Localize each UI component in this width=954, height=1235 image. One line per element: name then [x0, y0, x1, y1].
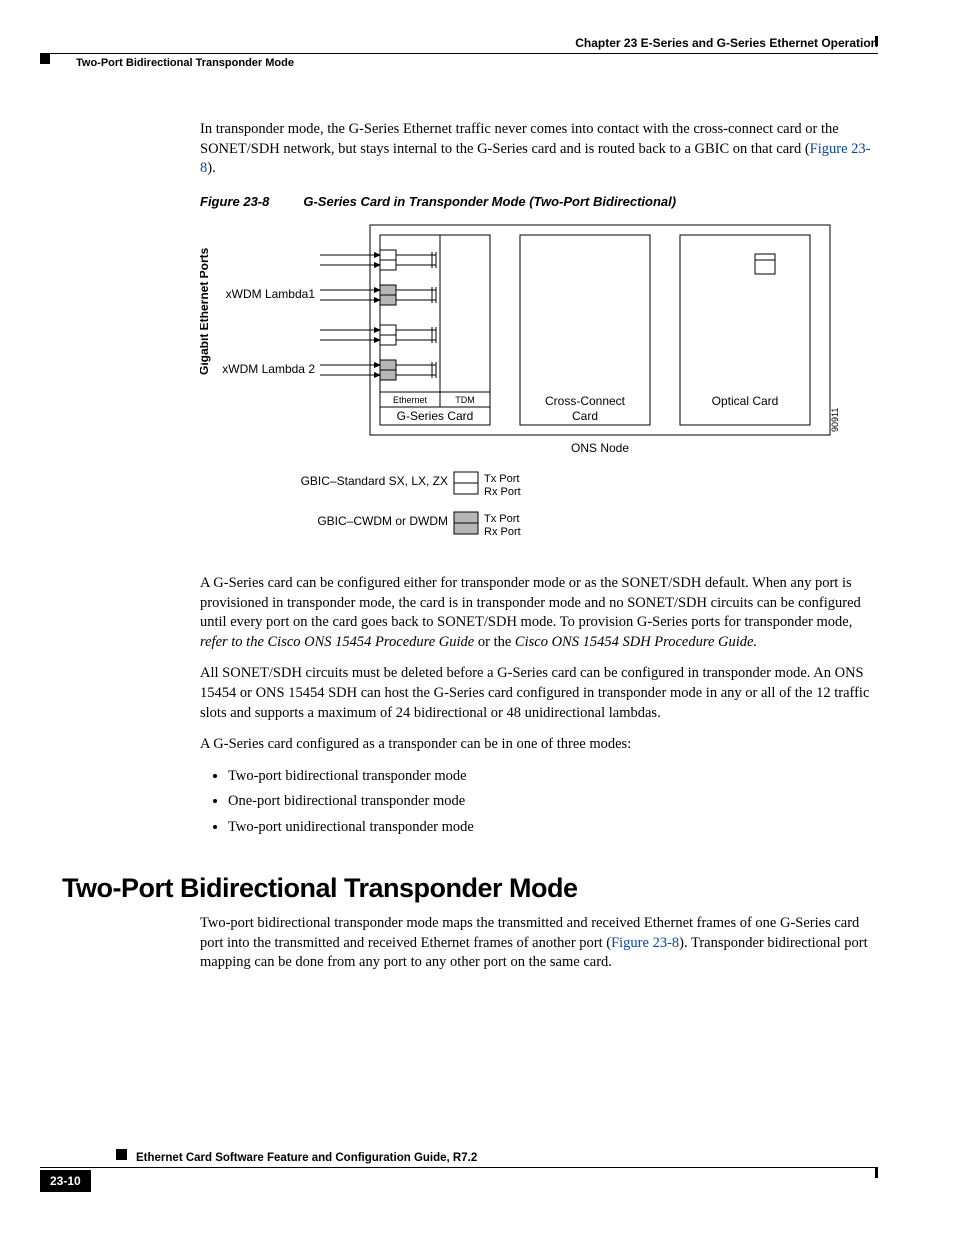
running-section-title: Two-Port Bidirectional Transponder Mode: [76, 56, 294, 71]
fig-legend1-tx: Tx Port: [484, 473, 519, 485]
chapter-title: Chapter 23 E-Series and G-Series Etherne…: [575, 35, 878, 51]
footer-tick: [875, 1168, 878, 1178]
figure-23-8: Ethernet TDM G-Series Card Cross-Connect…: [200, 220, 878, 550]
header-tick: [875, 36, 878, 46]
fig-onsnode-label: ONS Node: [571, 441, 629, 455]
fig-ethernet-label: Ethernet: [393, 395, 428, 405]
list-item: Two-port bidirectional transponder mode: [228, 767, 878, 787]
mode-bullet-list: Two-port bidirectional transponder mode …: [228, 767, 878, 838]
paragraph-1: In transponder mode, the G-Series Ethern…: [200, 120, 878, 179]
figure-title: G-Series Card in Transponder Mode (Two-P…: [303, 194, 676, 209]
header-rule: Chapter 23 E-Series and G-Series Etherne…: [40, 36, 878, 54]
fig-legend2-label: GBIC–CWDM or DWDM: [317, 514, 448, 528]
figure-link-2[interactable]: Figure 23-8: [611, 935, 679, 951]
p2-it2: Cisco ONS 15454 SDH Procedure Guide.: [515, 634, 757, 650]
fig-legend2-tx: Tx Port: [484, 513, 519, 525]
paragraph-4: A G-Series card configured as a transpon…: [200, 735, 878, 755]
fig-cc-label2: Card: [572, 409, 598, 423]
fig-lambda2-label: xWDM Lambda 2: [222, 362, 315, 376]
paragraph-3: All SONET/SDH circuits must be deleted b…: [200, 664, 878, 723]
main-content: In transponder mode, the G-Series Ethern…: [200, 120, 878, 857]
p1-text-a: In transponder mode, the G-Series Ethern…: [200, 121, 839, 157]
figure-number: Figure 23-8: [200, 194, 269, 209]
fig-legend1-label: GBIC–Standard SX, LX, ZX: [301, 474, 448, 488]
fig-side-code: 90911: [830, 408, 840, 432]
section-body: Two-port bidirectional transponder mode …: [200, 914, 878, 985]
p2c: or the: [474, 634, 515, 650]
paragraph-2: A G-Series card can be configured either…: [200, 574, 878, 652]
fig-legend1-rx: Rx Port: [484, 486, 521, 498]
figure-svg: Ethernet TDM G-Series Card Cross-Connect…: [200, 220, 860, 550]
p2a: A G-Series card can be configured either…: [200, 575, 861, 630]
footer-square-icon: [116, 1149, 127, 1160]
section-paragraph: Two-port bidirectional transponder mode …: [200, 914, 878, 973]
list-item: Two-port unidirectional transponder mode: [228, 818, 878, 838]
header-square-icon: [40, 54, 50, 64]
fig-lambda1-label: xWDM Lambda1: [226, 287, 316, 301]
fig-y-label: Gigabit Ethernet Ports: [200, 248, 211, 376]
section-heading: Two-Port Bidirectional Transponder Mode: [62, 870, 578, 906]
list-item: One-port bidirectional transponder mode: [228, 792, 878, 812]
fig-optical-label: Optical Card: [712, 394, 779, 408]
page-footer: Ethernet Card Software Feature and Confi…: [40, 1167, 878, 1185]
p1-text-b: ).: [207, 160, 215, 176]
footer-doc-title: Ethernet Card Software Feature and Confi…: [136, 1151, 477, 1167]
fig-tdm-label: TDM: [455, 395, 475, 405]
footer-rule: 23-10: [40, 1167, 878, 1185]
fig-cc-label1: Cross-Connect: [545, 394, 626, 408]
figure-caption: Figure 23-8 G-Series Card in Transponder …: [200, 193, 878, 211]
p2-it1: Cisco ONS 15454 Procedure Guide: [268, 634, 475, 650]
page-number-badge: 23-10: [40, 1170, 91, 1192]
fig-legend2-rx: Rx Port: [484, 526, 521, 538]
fig-gseries-label: G-Series Card: [397, 409, 474, 423]
